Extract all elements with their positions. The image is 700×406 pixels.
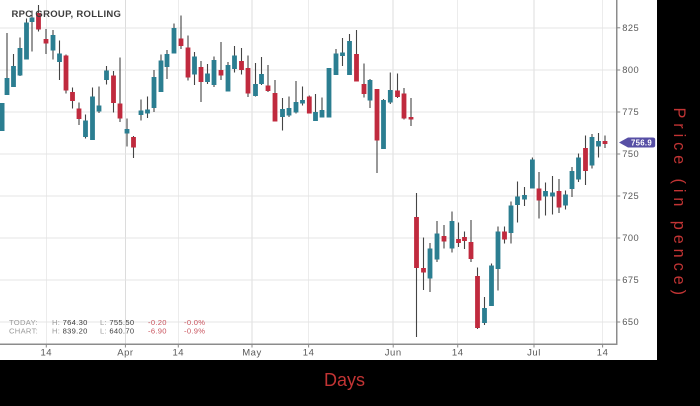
svg-text:TODAY:: TODAY: [9, 318, 38, 327]
svg-text:-0.0%: -0.0% [184, 318, 205, 327]
svg-text:14: 14 [597, 348, 609, 359]
svg-text:700: 700 [622, 233, 639, 243]
svg-text:650: 650 [622, 317, 639, 327]
svg-text:14: 14 [173, 348, 185, 359]
svg-text:750: 750 [622, 149, 639, 159]
svg-text:-6.90: -6.90 [148, 327, 167, 336]
svg-text:H: 839.20: H: 839.20 [52, 327, 88, 336]
svg-text:May: May [242, 348, 261, 359]
svg-text:-0.20: -0.20 [148, 318, 167, 327]
svg-text:756.9: 756.9 [631, 138, 652, 147]
svg-text:Jul: Jul [527, 348, 541, 359]
svg-text:800: 800 [622, 65, 639, 75]
svg-text:Price (in pence): Price (in pence) [670, 108, 688, 300]
svg-text:Jun: Jun [385, 348, 402, 359]
svg-text:675: 675 [622, 275, 639, 285]
svg-text:L: 640.70: L: 640.70 [100, 327, 134, 336]
svg-text:-0.9%: -0.9% [184, 327, 205, 336]
svg-text:H: 764.30: H: 764.30 [52, 318, 88, 327]
svg-text:RPC GROUP, ROLLING: RPC GROUP, ROLLING [12, 9, 122, 20]
svg-text:Days: Days [324, 370, 365, 390]
svg-text:14: 14 [41, 348, 53, 359]
svg-text:14: 14 [303, 348, 315, 359]
svg-text:725: 725 [622, 191, 639, 201]
svg-text:14: 14 [452, 348, 464, 359]
svg-text:825: 825 [622, 23, 639, 33]
svg-text:L: 755.50: L: 755.50 [100, 318, 134, 327]
svg-text:Apr: Apr [117, 348, 133, 359]
svg-text:CHART:: CHART: [9, 327, 38, 336]
svg-text:775: 775 [622, 107, 639, 117]
